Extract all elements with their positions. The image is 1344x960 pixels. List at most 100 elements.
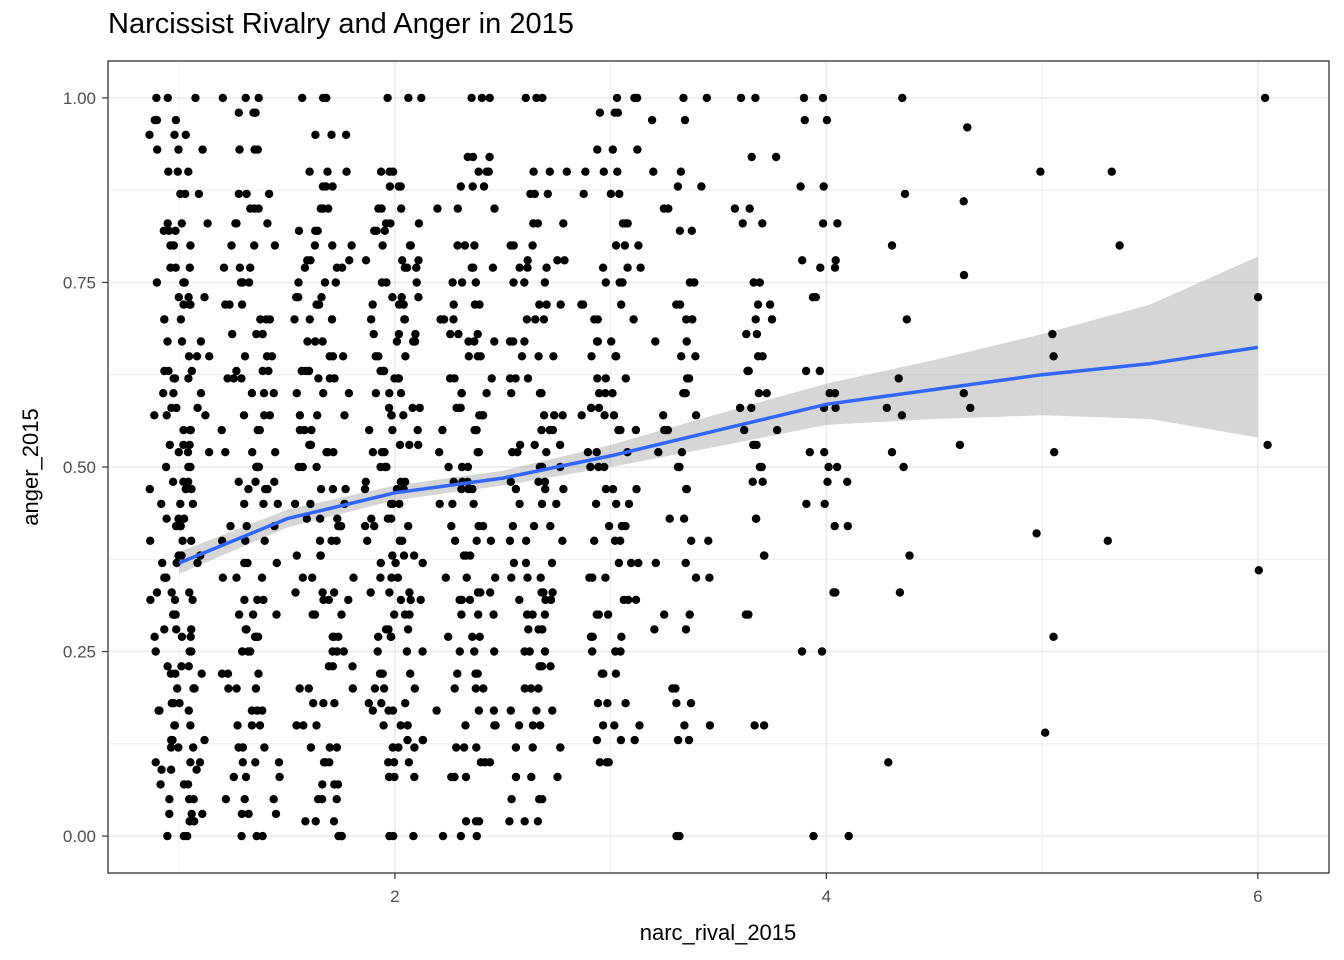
data-point	[273, 499, 282, 509]
data-point	[232, 366, 241, 376]
data-point	[258, 706, 267, 715]
data-point	[438, 425, 447, 435]
data-point	[562, 167, 571, 176]
data-point	[394, 743, 403, 752]
data-point	[758, 219, 767, 228]
data-point	[479, 182, 489, 191]
data-point	[610, 721, 619, 730]
data-point	[406, 241, 415, 250]
data-point	[371, 352, 380, 361]
data-point	[613, 167, 622, 176]
data-point	[450, 536, 460, 545]
data-point	[186, 462, 195, 472]
data-point	[744, 366, 753, 376]
data-point	[383, 93, 392, 103]
data-point	[247, 721, 257, 730]
data-point	[389, 758, 399, 767]
data-point	[166, 241, 175, 250]
data-point	[520, 817, 529, 826]
data-point	[172, 625, 181, 634]
data-point	[404, 521, 413, 531]
data-point	[418, 647, 427, 656]
data-point	[292, 721, 301, 730]
data-point	[270, 477, 279, 486]
data-point	[385, 182, 395, 191]
data-point	[900, 189, 910, 199]
data-point	[730, 204, 740, 213]
data-point	[887, 241, 897, 250]
data-point	[506, 241, 515, 250]
data-point	[239, 411, 249, 420]
data-point	[378, 241, 387, 250]
data-point	[303, 337, 312, 346]
data-point	[636, 263, 645, 272]
data-point	[418, 735, 427, 745]
data-point	[586, 462, 595, 472]
data-point	[459, 743, 469, 752]
data-point	[882, 403, 891, 413]
data-point	[187, 647, 196, 656]
data-point	[184, 477, 193, 486]
data-point	[240, 352, 250, 361]
data-point	[264, 189, 274, 199]
data-point	[185, 263, 194, 272]
data-point	[183, 831, 192, 841]
data-point	[174, 514, 183, 523]
data-point	[474, 610, 483, 619]
data-point	[679, 389, 688, 398]
data-point	[179, 780, 189, 789]
data-point	[752, 329, 762, 339]
data-point	[336, 521, 345, 531]
data-point	[176, 315, 186, 324]
data-point	[548, 706, 557, 715]
data-point	[609, 411, 619, 420]
data-point	[453, 669, 462, 678]
data-point	[608, 145, 617, 154]
data-point	[298, 573, 307, 582]
data-point	[247, 389, 257, 398]
data-point	[270, 241, 280, 250]
y-tick-label: 1.00	[63, 89, 96, 108]
data-point	[172, 403, 181, 413]
data-point	[201, 411, 210, 420]
data-point	[754, 389, 764, 398]
data-point	[488, 263, 498, 272]
data-point	[380, 462, 390, 472]
data-point	[244, 278, 254, 287]
data-point	[514, 721, 524, 730]
data-point	[805, 448, 814, 457]
data-point	[177, 632, 187, 641]
data-point	[322, 93, 331, 103]
data-point	[396, 182, 405, 191]
data-point	[394, 300, 404, 309]
data-point	[229, 374, 238, 383]
data-point	[630, 735, 639, 745]
data-point	[536, 721, 545, 730]
data-point	[747, 403, 756, 413]
data-point	[594, 610, 603, 619]
data-point	[745, 204, 754, 213]
data-point	[240, 795, 249, 804]
data-point	[366, 588, 375, 597]
data-point	[470, 337, 479, 346]
data-point	[537, 389, 546, 398]
data-point	[254, 669, 263, 678]
data-point	[329, 448, 338, 457]
data-point	[330, 780, 339, 789]
data-point	[600, 411, 609, 420]
data-point	[612, 499, 621, 509]
data-point	[317, 795, 327, 804]
data-point	[417, 93, 426, 103]
data-point	[174, 145, 183, 154]
data-point	[314, 374, 323, 383]
data-point	[410, 684, 419, 693]
data-point	[559, 484, 568, 494]
data-point	[539, 411, 549, 420]
data-point	[753, 300, 763, 309]
data-point	[170, 374, 180, 383]
data-point	[461, 551, 470, 560]
data-point	[759, 721, 769, 730]
data-point	[680, 721, 689, 730]
data-point	[677, 448, 687, 457]
data-point	[150, 632, 159, 641]
